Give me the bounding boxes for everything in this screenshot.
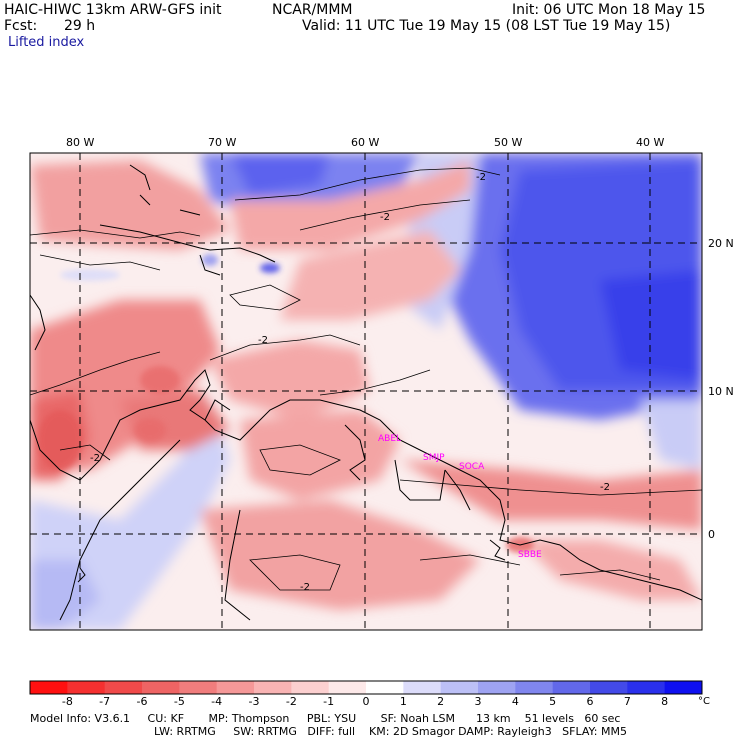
model-title: HAIC-HIWC 13km ARW-GFS init [4,2,222,18]
coastlines [30,164,702,621]
station-label: SMJP [423,453,445,463]
colorbar-swatch [590,681,628,694]
colorbar-level-label: 3 [475,695,482,708]
field-name: Lifted index [8,35,85,50]
colorbar-swatch [179,681,218,694]
map-field: -2 -2 -2 -2 -2 -2 ABEL SMJP SOCA SBBE [30,153,702,630]
lon-label: 50 W [494,136,522,149]
colorbar-level-label: -4 [211,695,222,708]
colorbar-swatch [142,681,180,694]
colorbar: -8 -7 -6 -5 -4 -3 -2 -1 0 1 2 3 4 5 6 7 8 [29,680,703,708]
colorbar-level-label: -5 [174,695,185,708]
valid-time: Valid: 11 UTC Tue 19 May 15 (08 LST Tue … [302,18,671,34]
colorbar-level-label: 5 [549,695,556,708]
contour-label: -2 [476,172,486,183]
colorbar-swatch [552,681,591,694]
colorbar-level-label: -1 [323,695,334,708]
colorbar-swatch [216,681,255,694]
station-label: SOCA [459,462,485,472]
footer-physics-info: LW: RRTMG SW: RRTMG DIFF: full KM: 2D Sm… [154,725,627,738]
colorbar-level-label: -7 [99,695,110,708]
colorbar-level-label: -8 [62,695,73,708]
colorbar-level-label: -3 [249,695,260,708]
contour-label: -2 [600,482,610,493]
lon-label: 70 W [208,136,236,149]
colorbar-swatch [403,681,442,694]
colorbar-unit: °C [698,696,710,707]
colorbar-swatch [440,681,479,694]
contour-label: -2 [258,335,268,346]
colorbar-swatch [67,681,106,694]
station-label: ABEL [378,434,401,444]
init-time: Init: 06 UTC Mon 18 May 15 [512,2,706,18]
contour-label: -2 [90,453,100,464]
colorbar-swatch [328,681,367,694]
contour-label: -2 [380,212,390,223]
org-label: NCAR/MMM [272,2,353,18]
lat-label: 10 N [708,385,734,398]
forecast-hours: 29 h [64,18,96,34]
contour-lines [30,167,702,591]
colorbar-level-label: 0 [363,695,370,708]
colorbar-level-label: 8 [661,695,668,708]
graticule [30,153,702,630]
lat-label: 20 N [708,237,734,250]
colorbar-level-label: 7 [624,695,631,708]
footer-model-info: Model Info: V3.6.1 CU: KF MP: Thompson P… [30,712,621,725]
lon-label: 40 W [636,136,664,149]
colorbar-level-label: 2 [437,695,444,708]
colorbar-level-label: 4 [512,695,519,708]
colorbar-swatch [254,681,292,694]
lat-label: 0 [708,528,715,541]
colorbar-swatch [291,681,330,694]
forecast-label: Fcst: [4,18,38,34]
lon-label: 60 W [351,136,379,149]
colorbar-swatch [627,681,666,694]
colorbar-swatch [366,681,404,694]
colorbar-swatch [104,681,143,694]
colorbar-level-label: 1 [400,695,407,708]
map-frame [29,152,703,631]
colorbar-frame [29,680,703,695]
colorbar-level-label: 6 [587,695,594,708]
colorbar-swatch [664,681,703,694]
colorbar-level-label: -2 [286,695,297,708]
contour-label: -2 [300,582,310,593]
colorbar-swatch [478,681,516,694]
colorbar-swatch [515,681,554,694]
colorbar-swatch [30,681,68,694]
colorbar-level-label: -6 [137,695,148,708]
station-label: SBBE [518,550,542,560]
lon-label: 80 W [66,136,94,149]
